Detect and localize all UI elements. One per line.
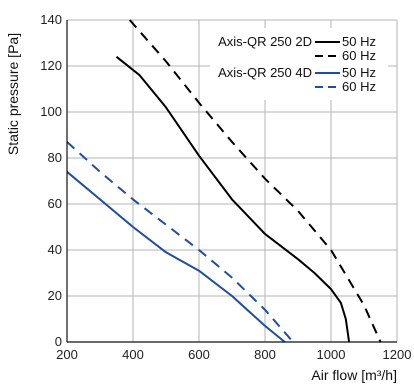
y-tick-label: 40: [48, 242, 62, 257]
series-line-4d-50hz: [66, 171, 286, 343]
y-tick-label: 120: [40, 58, 62, 73]
y-tick-label: 60: [48, 196, 62, 211]
x-tick-label: 400: [122, 347, 144, 362]
legend-label-2d-60hz: 60 Hz: [342, 48, 376, 63]
y-tick-label: 140: [40, 12, 62, 27]
legend-group-label-2d: Axis-QR 250 2D: [218, 34, 312, 49]
x-tick-label: 1000: [317, 347, 346, 362]
y-tick-labels: 0 20 40 60 80 100 120 140: [40, 12, 62, 349]
legend: Axis-QR 250 2D 50 Hz 60 Hz Axis-QR 250 4…: [210, 28, 388, 100]
series-layer: [66, 19, 382, 343]
legend-label-4d-50hz: 50 Hz: [342, 65, 376, 80]
axes: [66, 20, 397, 343]
legend-label-4d-60hz: 60 Hz: [342, 79, 376, 94]
x-tick-label: 800: [254, 347, 276, 362]
x-tick-label: 200: [56, 347, 78, 362]
series-line-2d-60hz: [128, 19, 382, 343]
legend-background: [210, 28, 388, 100]
y-axis-title: Static pressure [Pa]: [5, 33, 21, 155]
y-tick-label: 100: [40, 104, 62, 119]
legend-label-2d-50hz: 50 Hz: [342, 34, 376, 49]
series-line-4d-60hz: [66, 141, 294, 343]
x-axis-title: Air flow [m³/h]: [311, 367, 397, 383]
y-tick-label: 0: [55, 334, 62, 349]
x-tick-label: 1200: [383, 347, 412, 362]
x-tick-label: 600: [188, 347, 210, 362]
series-line-2d-50hz: [115, 56, 351, 343]
x-tick-labels: 200 400 600 800 1000 1200: [56, 347, 411, 362]
y-tick-label: 20: [48, 288, 62, 303]
legend-group-label-4d: Axis-QR 250 4D: [218, 65, 312, 80]
y-tick-label: 80: [48, 150, 62, 165]
